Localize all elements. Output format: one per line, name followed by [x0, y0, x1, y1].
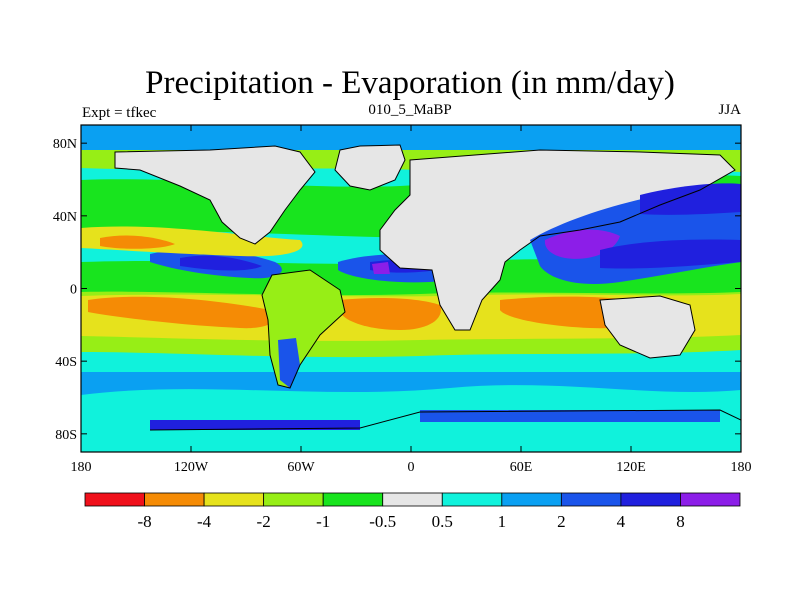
- south-atlantic-dry-zone: [340, 297, 441, 330]
- y-tick-label: 0: [70, 283, 77, 298]
- y-axis: 80N 40N 0 40S 80S: [53, 137, 741, 443]
- colorbar-swatch: [680, 492, 741, 507]
- colorbar-label: -8: [137, 512, 151, 531]
- x-tick-label: 120W: [174, 460, 209, 475]
- x-tick-label: 180: [731, 460, 752, 475]
- australia-land: [600, 296, 695, 358]
- north-america-land: [115, 146, 315, 244]
- x-tick-label: 120E: [616, 460, 646, 475]
- greenland-land: [335, 145, 405, 190]
- colorbar-label: -4: [197, 512, 212, 531]
- precip-evap-field: [81, 125, 741, 452]
- colorbar-swatch: [203, 492, 265, 507]
- colorbar-swatch: [620, 492, 681, 507]
- colorbar-swatch: [501, 492, 562, 507]
- x-tick-label: 180: [71, 460, 92, 475]
- se-pacific-dry-zone: [88, 296, 276, 329]
- colorbar-swatch: [322, 492, 384, 507]
- atlantic-itcz-peak: [372, 262, 390, 274]
- antarctic-coast-band-east: [420, 410, 720, 422]
- colorbar-swatch: [263, 492, 324, 507]
- x-tick-label: 60E: [510, 460, 533, 475]
- colorbar-label: -2: [257, 512, 271, 531]
- y-tick-label: 40N: [53, 210, 77, 225]
- colorbar-label: -0.5: [369, 512, 396, 531]
- plot-title: Precipitation - Evaporation (in mm/day): [145, 65, 675, 101]
- y-tick-label: 40S: [55, 355, 77, 370]
- colorbar-swatch: [144, 492, 205, 507]
- antarctic-coast-band: [150, 420, 360, 430]
- colorbar-swatch: [441, 492, 503, 507]
- colorbar-label: 4: [617, 512, 626, 531]
- colorbar-swatch: [560, 492, 622, 507]
- colorbar-label: 2: [557, 512, 566, 531]
- colorbar: -8 -4 -2 -1 -0.5 0.5 1 2 4 8: [84, 492, 741, 531]
- north-pacific-dry-zone: [100, 235, 175, 249]
- north-pacific-storm-track: [640, 183, 741, 215]
- y-tick-label: 80S: [55, 428, 77, 443]
- period-label: 010_5_MaBP: [368, 102, 451, 118]
- nw-pacific-wet-core: [600, 239, 741, 269]
- coastlines: [114, 144, 741, 431]
- colorbar-swatch: [84, 492, 145, 507]
- x-tick-label: 60W: [287, 460, 315, 475]
- pacific-itcz-core: [180, 255, 262, 271]
- southern-chile-wet: [278, 338, 300, 388]
- colorbar-label: 1: [498, 512, 507, 531]
- colorbar-swatch: [382, 492, 443, 507]
- colorbar-label: -1: [316, 512, 330, 531]
- colorbar-label: 8: [676, 512, 685, 531]
- experiment-label: Expt = tfkec: [82, 105, 157, 121]
- southern-ocean-inner: [81, 385, 741, 412]
- season-label: JJA: [718, 102, 741, 118]
- x-tick-label: 0: [408, 460, 415, 475]
- colorbar-label: 0.5: [432, 512, 453, 531]
- y-tick-label: 80N: [53, 137, 77, 152]
- north-pacific-subtropics: [81, 226, 303, 257]
- antarctic-margin: [81, 432, 741, 452]
- x-axis: 180 120W 60W 0 60E 120E 180: [71, 125, 752, 475]
